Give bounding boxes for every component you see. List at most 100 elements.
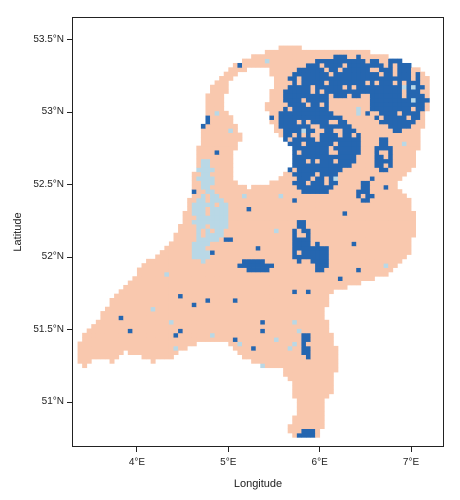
raster-cell <box>315 376 321 382</box>
raster-cell <box>333 93 339 99</box>
raster-cell <box>305 197 311 203</box>
raster-cell <box>301 163 307 168</box>
raster-cell <box>287 180 293 186</box>
raster-cell <box>287 167 293 173</box>
raster-cell <box>114 306 120 312</box>
raster-cell <box>264 58 270 64</box>
raster-cell <box>232 206 238 212</box>
raster-cell <box>264 250 270 255</box>
raster-cell <box>319 154 325 160</box>
raster-cell <box>328 389 334 395</box>
raster-cell <box>214 119 220 125</box>
raster-cell <box>324 393 330 399</box>
raster-cell <box>210 250 216 255</box>
raster-cell <box>319 93 325 99</box>
raster-cell <box>273 62 279 68</box>
raster-cell <box>173 271 179 277</box>
raster-cell <box>219 119 225 125</box>
raster-cell <box>228 228 234 234</box>
raster-cell <box>324 224 330 229</box>
raster-cell <box>310 376 316 382</box>
raster-cell <box>415 128 421 134</box>
raster-cell <box>315 350 321 355</box>
raster-cell <box>287 110 293 116</box>
raster-cell <box>328 145 334 151</box>
raster-cell <box>360 197 366 203</box>
raster-cell <box>273 354 279 360</box>
raster-cell <box>141 302 147 308</box>
raster-cell <box>310 372 316 377</box>
raster-cell <box>127 319 133 325</box>
raster-cell <box>328 219 334 225</box>
raster-cell <box>223 289 229 295</box>
raster-cell <box>205 267 211 273</box>
raster-cell <box>260 289 266 295</box>
raster-cell <box>168 271 174 277</box>
raster-cell <box>296 184 302 190</box>
raster-cell <box>360 228 366 234</box>
raster-cell <box>118 345 124 351</box>
raster-cell <box>100 332 106 338</box>
raster-cell <box>369 171 375 177</box>
raster-cell <box>351 180 357 186</box>
raster-cell <box>187 215 193 221</box>
raster-cell <box>356 267 362 273</box>
raster-cell <box>219 289 225 295</box>
raster-cell <box>278 110 284 116</box>
raster-cell <box>232 276 238 281</box>
raster-cell <box>155 293 161 299</box>
raster-cell <box>214 141 220 147</box>
raster-cell <box>324 245 330 251</box>
raster-cell <box>328 197 334 203</box>
raster-cell <box>210 158 216 164</box>
raster-cell <box>379 123 385 129</box>
raster-cell <box>401 154 407 160</box>
raster-cell <box>200 210 206 216</box>
raster-cell <box>264 210 270 216</box>
raster-cell <box>342 189 348 194</box>
raster-cell <box>255 228 261 234</box>
raster-cell <box>187 306 193 312</box>
raster-cell <box>273 298 279 303</box>
raster-cell <box>205 110 211 116</box>
raster-cell <box>200 315 206 321</box>
raster-cell <box>278 263 284 268</box>
raster-cell <box>347 80 353 86</box>
raster-cell <box>178 337 184 342</box>
raster-cell <box>333 241 339 247</box>
raster-cell <box>278 102 284 107</box>
raster-cell <box>260 241 266 247</box>
raster-cell <box>292 385 298 390</box>
raster-cell <box>136 302 142 308</box>
raster-cell <box>310 132 316 138</box>
raster-cell <box>301 411 307 416</box>
raster-cell <box>328 241 334 247</box>
raster-cell <box>383 171 389 177</box>
raster-cell <box>374 76 380 81</box>
raster-cell <box>187 206 193 212</box>
raster-cell <box>328 254 334 260</box>
raster-cell <box>168 332 174 338</box>
raster-cell <box>337 123 343 129</box>
raster-cell <box>347 267 353 273</box>
raster-cell <box>296 415 302 421</box>
raster-cell <box>155 306 161 312</box>
raster-cell <box>278 176 284 181</box>
raster-cell <box>273 58 279 64</box>
raster-cell <box>223 197 229 203</box>
raster-cell <box>292 224 298 229</box>
raster-cell <box>319 258 325 264</box>
raster-cell <box>305 219 311 225</box>
raster-cell <box>237 298 243 303</box>
raster-cell <box>287 132 293 138</box>
raster-cell <box>219 250 225 255</box>
raster-cell <box>127 332 133 338</box>
raster-cell <box>369 62 375 68</box>
raster-cell <box>337 237 343 242</box>
raster-cell <box>278 298 284 303</box>
raster-cell <box>255 189 261 194</box>
raster-cell <box>228 280 234 286</box>
raster-cell <box>342 136 348 142</box>
raster-cell <box>310 254 316 260</box>
raster-cell <box>196 319 202 325</box>
